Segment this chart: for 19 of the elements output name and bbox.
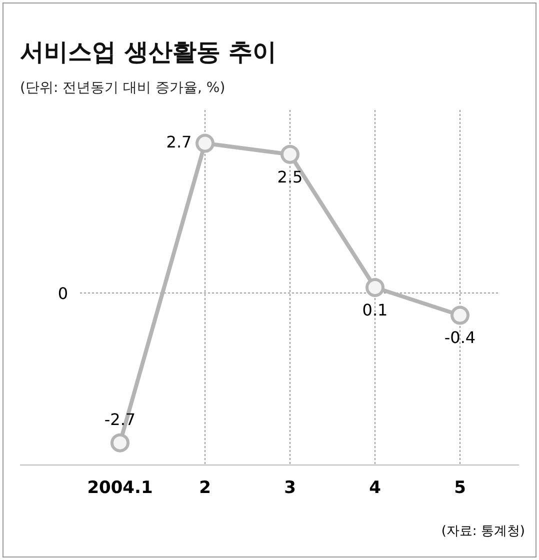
point	[110, 433, 130, 452]
data-label: -2.7	[104, 410, 136, 429]
point	[450, 306, 470, 325]
x-tick-label: 3	[284, 478, 296, 498]
data-label: 0.1	[362, 300, 388, 320]
ref-line-label: 0	[58, 284, 68, 304]
chart-subtitle: (단위: 전년동기 대비 증가율, %)	[20, 80, 226, 96]
x-tick-label: 4	[369, 478, 382, 498]
text: (자료: 통계청)	[441, 524, 525, 539]
data-label: -0.4	[444, 328, 476, 348]
data-label: 2.7	[166, 132, 192, 152]
chart-title: 서비스업 생산활동 추이	[20, 38, 277, 66]
x-tick-label: 2004.1	[87, 478, 153, 498]
data-label: 2.5	[277, 167, 303, 186]
point	[366, 278, 384, 297]
x-tick-label: 5	[454, 478, 466, 498]
point	[196, 134, 214, 153]
point	[280, 144, 300, 164]
x-tick-label: 2	[199, 478, 211, 498]
